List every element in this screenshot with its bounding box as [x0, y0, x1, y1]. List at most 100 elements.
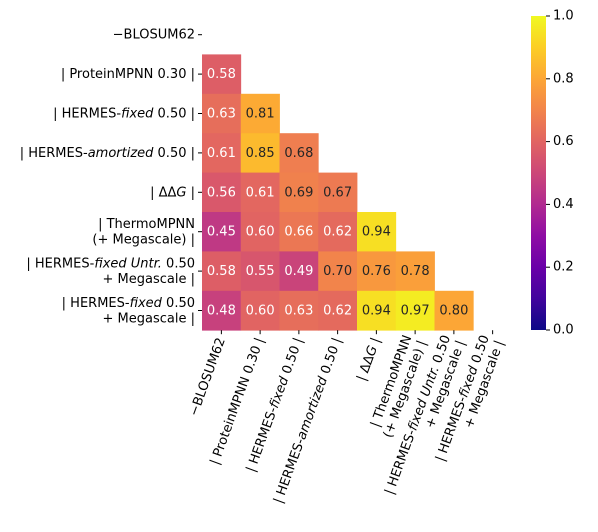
cell-value-label: 0.61 — [246, 185, 275, 200]
heatmap-cells: 0.58 0.63 0.81 0.61 0.85 0.68 0.56 0.61 0.69 0.67… — [202, 54, 474, 331]
row-label-part: | HERMES- — [62, 295, 130, 310]
heatmap-cell — [202, 93, 242, 134]
column-label-part: 0.50 | — [316, 336, 344, 380]
heatmap-cell — [240, 251, 280, 292]
row-label-part: (+ Megascale) | — [92, 232, 195, 247]
colorbar-tick-label: 0.2 — [553, 260, 574, 275]
heatmap-cell — [318, 251, 358, 292]
row-label: | HERMES-fixed 0.50 | — [53, 106, 195, 121]
cell-value-label: 0.80 — [439, 304, 468, 319]
heatmap-cell — [240, 172, 280, 213]
cell-value-label: 0.58 — [207, 264, 236, 279]
column-label-part: amortized — [294, 374, 331, 442]
heatmap-cell — [434, 290, 474, 331]
heatmap-cell — [202, 54, 242, 95]
heatmap-cell — [357, 212, 397, 252]
row-label-part: 0.50 — [162, 256, 195, 271]
colorbar-tick-label: 0.6 — [553, 134, 574, 149]
column-label: | ΔΔG | — [354, 336, 383, 383]
row-label-part: | HERMES- — [53, 106, 121, 121]
colorbar-tick-label: 0.0 — [553, 323, 574, 338]
cell-value-label: 0.97 — [401, 304, 430, 319]
cell-value-label: 0.60 — [246, 225, 275, 240]
heatmap-cell — [279, 172, 319, 213]
cell-value-label: 0.67 — [323, 185, 352, 200]
row-label-part: + Megascale | — [103, 311, 195, 326]
row-label: | ThermoMPNN — [98, 216, 195, 231]
row-label-part: | ThermoMPNN — [98, 216, 195, 231]
row-label-part: | ΔΔ — [150, 185, 176, 200]
heatmap-cell — [202, 212, 242, 252]
column-label-part: −BLOSUM62 — [186, 336, 228, 419]
row-label-part: + Megascale | — [103, 271, 195, 286]
colorbar-tick-label: 0.4 — [553, 197, 574, 212]
row-label-part: amortized — [88, 145, 154, 160]
cell-value-label: 0.62 — [323, 225, 352, 240]
row-label: | ProteinMPNN 0.30 | — [61, 67, 195, 82]
cell-value-label: 0.85 — [246, 146, 275, 161]
row-label-part: 0.50 | — [153, 106, 195, 121]
cell-value-label: 0.68 — [284, 146, 313, 161]
row-label: | ΔΔG | — [150, 185, 195, 200]
column-label-line: | ΔΔG | — [354, 336, 383, 383]
cell-value-label: 0.60 — [246, 304, 275, 319]
column-label-part: G — [363, 344, 381, 359]
row-label: + Megascale | — [103, 271, 195, 286]
cell-value-label: 0.56 — [207, 185, 236, 200]
cell-value-label: 0.62 — [323, 304, 352, 319]
row-label-part: | ProteinMPNN 0.30 | — [61, 67, 195, 82]
heatmap-cell — [240, 133, 280, 173]
heatmap-cell — [395, 251, 435, 292]
cell-value-label: 0.94 — [362, 225, 391, 240]
row-label-part: fixed Untr. — [94, 256, 162, 271]
heatmap-cell — [279, 212, 319, 252]
heatmap-cell — [202, 172, 242, 213]
heatmap-cell — [395, 290, 435, 331]
cell-value-label: 0.55 — [246, 264, 275, 279]
row-label-part: G — [176, 185, 186, 200]
colorbar-tick-label: 0.8 — [553, 71, 574, 86]
heatmap-cell — [318, 172, 358, 213]
cell-value-label: 0.58 — [207, 67, 236, 82]
row-label-part: | HERMES- — [20, 145, 88, 160]
cell-value-label: 0.61 — [207, 146, 236, 161]
cell-value-label: 0.69 — [284, 185, 313, 200]
cell-value-label: 0.63 — [207, 107, 236, 122]
heatmap-cell — [279, 290, 319, 331]
row-label: | HERMES-fixed 0.50 — [62, 295, 195, 310]
row-label-part: 0.50 — [162, 295, 195, 310]
column-label-line: −BLOSUM62 — [186, 336, 228, 419]
heatmap-cell — [202, 290, 242, 331]
cell-value-label: 0.66 — [284, 225, 313, 240]
row-label: + Megascale | — [103, 311, 195, 326]
heatmap-cell — [202, 133, 242, 173]
heatmap-cell — [240, 93, 280, 134]
cell-value-label: 0.49 — [284, 264, 313, 279]
heatmap-cell — [279, 133, 319, 173]
row-label-part: 0.50 | — [153, 145, 195, 160]
row-label-part: fixed — [121, 106, 154, 121]
row-label: (+ Megascale) | — [92, 232, 195, 247]
row-label-part: | — [186, 185, 195, 200]
colorbar: 0.0 0.2 0.4 0.6 0.8 1.0 — [531, 9, 574, 338]
heatmap-cell — [357, 251, 397, 292]
column-label: −BLOSUM62 — [186, 336, 228, 419]
heatmap-cell — [279, 251, 319, 292]
cell-value-label: 0.94 — [362, 304, 391, 319]
cell-value-label: 0.81 — [246, 107, 275, 122]
heatmap-cell — [202, 251, 242, 292]
column-label-part: | HERMES- — [271, 436, 308, 505]
row-labels: −BLOSUM62 | ProteinMPNN 0.30 | | HERMES-fi… — [20, 27, 202, 326]
heatmap-cell — [240, 212, 280, 252]
heatmap-cell — [357, 290, 397, 331]
cell-value-label: 0.45 — [207, 225, 236, 240]
colorbar-tick-label: 1.0 — [553, 9, 574, 24]
cell-value-label: 0.78 — [401, 264, 430, 279]
row-label-part: −BLOSUM62 — [113, 27, 195, 42]
row-label: −BLOSUM62 — [113, 27, 195, 42]
cell-value-label: 0.70 — [323, 264, 352, 279]
row-label-part: fixed — [130, 295, 163, 310]
heatmap-cell — [318, 212, 358, 252]
cell-value-label: 0.63 — [284, 304, 313, 319]
